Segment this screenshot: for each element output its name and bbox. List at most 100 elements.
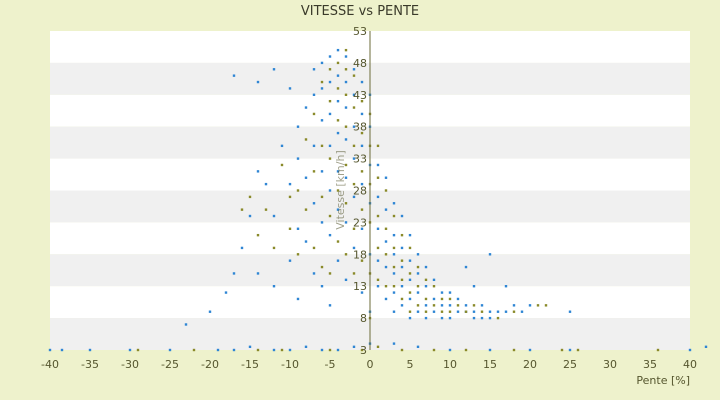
- data-point: [568, 348, 572, 352]
- data-point: [384, 265, 388, 269]
- data-point: [344, 55, 348, 58]
- x-tick-label: 30: [603, 358, 617, 371]
- data-point: [232, 272, 236, 275]
- data-point: [360, 170, 364, 173]
- data-point: [248, 214, 252, 218]
- data-point: [344, 93, 348, 96]
- data-point: [344, 253, 348, 256]
- data-point: [400, 233, 404, 237]
- y-tick-label: 43: [353, 89, 367, 102]
- data-point: [424, 304, 428, 307]
- data-point: [424, 297, 428, 301]
- data-point: [352, 182, 356, 186]
- data-point: [256, 170, 260, 173]
- data-point: [376, 163, 380, 167]
- data-point: [344, 125, 348, 128]
- data-point: [328, 144, 332, 148]
- data-point: [320, 265, 324, 269]
- data-point: [392, 202, 396, 205]
- data-point: [464, 310, 468, 313]
- data-point: [376, 176, 380, 179]
- data-point: [328, 214, 332, 218]
- data-point: [184, 323, 188, 326]
- data-point: [360, 227, 364, 230]
- y-tick-label: 18: [353, 248, 367, 261]
- data-point: [304, 240, 308, 243]
- data-point: [328, 68, 332, 71]
- data-point: [400, 285, 404, 288]
- data-point: [352, 195, 356, 199]
- data-point: [328, 157, 332, 160]
- data-point: [328, 55, 332, 58]
- x-axis-label: Pente [%]: [636, 374, 690, 387]
- data-point: [376, 278, 380, 282]
- data-point: [360, 208, 364, 211]
- data-point: [312, 272, 316, 275]
- data-point: [344, 106, 348, 109]
- data-point: [360, 131, 364, 135]
- data-point: [336, 170, 340, 173]
- data-point: [472, 285, 476, 288]
- data-point: [240, 208, 244, 211]
- data-point: [336, 48, 340, 52]
- data-point: [488, 253, 492, 256]
- data-point: [360, 80, 364, 84]
- data-point: [376, 246, 380, 250]
- data-point: [480, 310, 484, 313]
- data-point: [384, 253, 388, 256]
- data-point: [288, 87, 292, 90]
- data-point: [336, 119, 340, 122]
- data-point: [440, 310, 444, 313]
- data-point: [512, 304, 516, 307]
- data-point: [472, 316, 476, 320]
- data-point: [384, 297, 388, 301]
- data-point: [264, 208, 268, 211]
- data-point: [392, 291, 396, 294]
- data-point: [480, 304, 484, 307]
- data-point: [416, 310, 420, 313]
- data-point: [440, 304, 444, 307]
- data-point: [544, 304, 548, 307]
- data-point: [288, 195, 292, 199]
- data-point: [336, 87, 340, 90]
- data-point: [336, 240, 340, 243]
- data-point: [344, 48, 348, 52]
- data-point: [288, 182, 292, 186]
- data-point: [320, 285, 324, 288]
- data-point: [496, 310, 500, 313]
- data-point: [448, 297, 452, 301]
- data-point: [408, 316, 412, 320]
- data-point: [400, 304, 404, 307]
- data-point: [392, 342, 396, 345]
- data-point: [272, 68, 276, 71]
- x-tick-label: 25: [563, 358, 577, 371]
- data-point: [512, 348, 516, 352]
- data-point: [312, 93, 316, 96]
- data-point: [48, 348, 52, 352]
- data-point: [400, 259, 404, 262]
- data-point: [432, 297, 436, 301]
- data-point: [472, 304, 476, 307]
- data-point: [344, 163, 348, 167]
- data-point: [136, 348, 140, 352]
- data-point: [328, 80, 332, 84]
- data-point: [432, 285, 436, 288]
- data-point: [376, 195, 380, 199]
- data-point: [272, 348, 276, 352]
- data-point: [400, 297, 404, 301]
- data-point: [216, 348, 220, 352]
- data-point: [296, 253, 300, 256]
- data-point: [208, 310, 212, 313]
- data-point: [296, 157, 300, 160]
- data-point: [360, 99, 364, 103]
- data-point: [408, 297, 412, 301]
- data-point: [320, 61, 324, 65]
- data-point: [456, 310, 460, 313]
- data-point: [344, 202, 348, 205]
- data-point: [408, 272, 412, 275]
- data-point: [296, 227, 300, 230]
- y-tick-label: 28: [353, 185, 367, 198]
- data-point: [352, 144, 356, 148]
- data-point: [296, 297, 300, 301]
- x-tick-label: -15: [241, 358, 259, 371]
